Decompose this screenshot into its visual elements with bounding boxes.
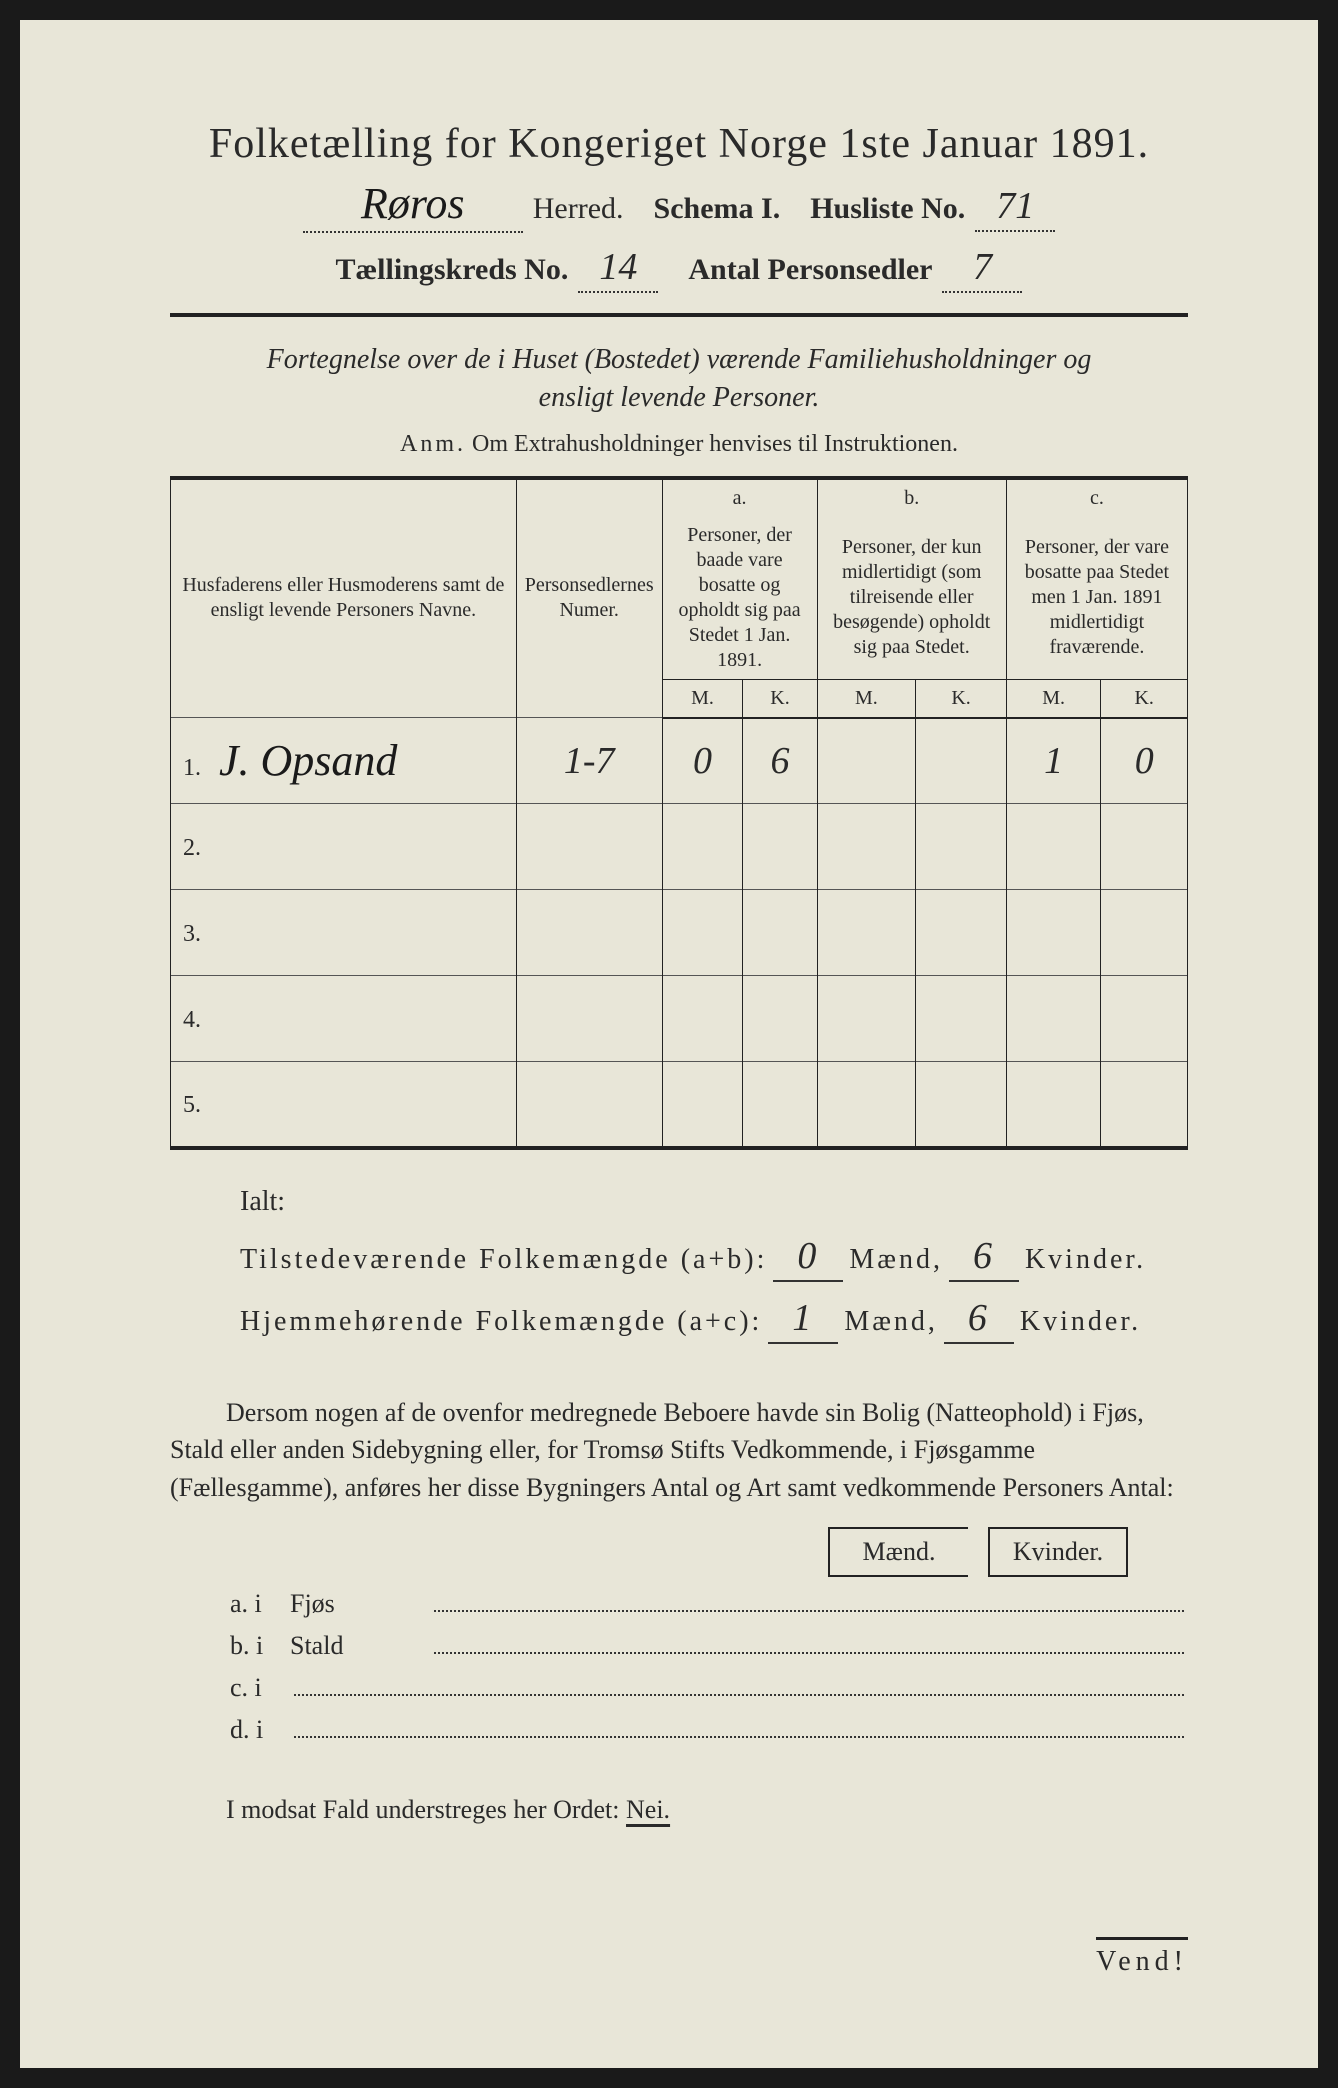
subtitle: Fortegnelse over de i Huset (Bostedet) v… bbox=[250, 341, 1108, 417]
row-d: d. i bbox=[230, 1715, 1188, 1745]
nei-line: I modsat Fald understreges her Ordet: Ne… bbox=[170, 1795, 1188, 1825]
kvinder-1: Kvinder. bbox=[1025, 1244, 1146, 1276]
col-names: Husfaderens eller Husmoderens samt de en… bbox=[171, 478, 517, 718]
home-k: 6 bbox=[944, 1296, 1014, 1344]
kreds-value: 14 bbox=[578, 245, 658, 293]
lab-c: c. i bbox=[230, 1673, 290, 1703]
present-k: 6 bbox=[949, 1234, 1019, 1282]
col-maend: Mænd. bbox=[828, 1527, 968, 1577]
page-title: Folketælling for Kongeriget Norge 1ste J… bbox=[170, 120, 1188, 168]
dots bbox=[434, 1652, 1184, 1654]
b-k: K. bbox=[916, 679, 1007, 718]
antal-label: Antal Personsedler bbox=[688, 253, 932, 287]
husliste-label: Husliste No. bbox=[810, 192, 965, 226]
present-m: 0 bbox=[773, 1234, 843, 1282]
table-row: 4. bbox=[171, 976, 1188, 1062]
row-b: b. i Stald bbox=[230, 1631, 1188, 1661]
home-label: Hjemmehørende Folkemængde (a+c): bbox=[240, 1306, 762, 1338]
c-k: K. bbox=[1101, 679, 1188, 718]
total-present: Tilstedeværende Folkemængde (a+b): 0 Mæn… bbox=[240, 1234, 1188, 1282]
row-c: c. i bbox=[230, 1673, 1188, 1703]
dots bbox=[294, 1694, 1184, 1696]
sub-list: a. i Fjøs b. i Stald c. i d. i bbox=[170, 1589, 1188, 1745]
census-form-page: Folketælling for Kongeriget Norge 1ste J… bbox=[20, 20, 1318, 2068]
anm-label: Anm. bbox=[400, 431, 466, 457]
present-label: Tilstedeværende Folkemængde (a+b): bbox=[240, 1244, 767, 1276]
herred-value: Røros bbox=[303, 178, 523, 233]
b-m: M. bbox=[817, 679, 916, 718]
table-row: 2. bbox=[171, 804, 1188, 890]
schema-label: Schema I. bbox=[654, 192, 781, 226]
a-k: K. bbox=[743, 679, 817, 718]
antal-value: 7 bbox=[942, 245, 1022, 293]
dots bbox=[434, 1610, 1184, 1612]
divider bbox=[170, 313, 1188, 317]
husliste-value: 71 bbox=[975, 184, 1055, 232]
lab-b: b. i bbox=[230, 1631, 290, 1661]
dots bbox=[294, 1736, 1184, 1738]
word-a: Fjøs bbox=[290, 1589, 430, 1619]
col-a-label: a. bbox=[662, 478, 817, 517]
herred-label: Herred. bbox=[533, 192, 624, 226]
anm-text: Om Extrahusholdninger henvises til Instr… bbox=[472, 431, 958, 457]
a-m: M. bbox=[662, 679, 743, 718]
building-paragraph: Dersom nogen af de ovenfor medregnede Be… bbox=[170, 1394, 1188, 1507]
kvinder-2: Kvinder. bbox=[1020, 1306, 1141, 1338]
c-m: M. bbox=[1006, 679, 1101, 718]
col-b: Personer, der kun midlertidigt (som tilr… bbox=[817, 517, 1006, 680]
table-row: 1.J. Opsand1-70610 bbox=[171, 718, 1188, 804]
table-row: 5. bbox=[171, 1062, 1188, 1148]
col-a: Personer, der baade vare bosatte og opho… bbox=[662, 517, 817, 680]
main-table: Husfaderens eller Husmoderens samt de en… bbox=[170, 476, 1188, 1150]
col-kvinder: Kvinder. bbox=[988, 1527, 1128, 1577]
home-m: 1 bbox=[768, 1296, 838, 1344]
vend-label: Vend! bbox=[1096, 1937, 1188, 1978]
maend-2: Mænd, bbox=[844, 1306, 938, 1338]
mk-header: Mænd. Kvinder. bbox=[170, 1527, 1188, 1577]
col-b-label: b. bbox=[817, 478, 1006, 517]
ialt-label: Ialt: bbox=[240, 1186, 1188, 1218]
lab-a: a. i bbox=[230, 1589, 290, 1619]
annotation: Anm. Om Extrahusholdninger henvises til … bbox=[170, 431, 1188, 458]
header-line-1: Røros Herred. Schema I. Husliste No. 71 bbox=[170, 178, 1188, 233]
kreds-label: Tællingskreds No. bbox=[336, 253, 569, 287]
table-row: 3. bbox=[171, 890, 1188, 976]
col-c: Personer, der vare bosatte paa Stedet me… bbox=[1006, 517, 1187, 680]
row-a: a. i Fjøs bbox=[230, 1589, 1188, 1619]
word-b: Stald bbox=[290, 1631, 430, 1661]
lab-d: d. i bbox=[230, 1715, 290, 1745]
nei-pre: I modsat Fald understreges her Ordet: bbox=[226, 1795, 626, 1824]
maend-1: Mænd, bbox=[849, 1244, 943, 1276]
nei-word: Nei. bbox=[626, 1795, 670, 1824]
col-sedler: Personsedlernes Numer. bbox=[516, 478, 662, 718]
header-line-2: Tællingskreds No. 14 Antal Personsedler … bbox=[170, 245, 1188, 293]
col-c-label: c. bbox=[1006, 478, 1187, 517]
totals-block: Ialt: Tilstedeværende Folkemængde (a+b):… bbox=[170, 1186, 1188, 1344]
total-home: Hjemmehørende Folkemængde (a+c): 1 Mænd,… bbox=[240, 1296, 1188, 1344]
